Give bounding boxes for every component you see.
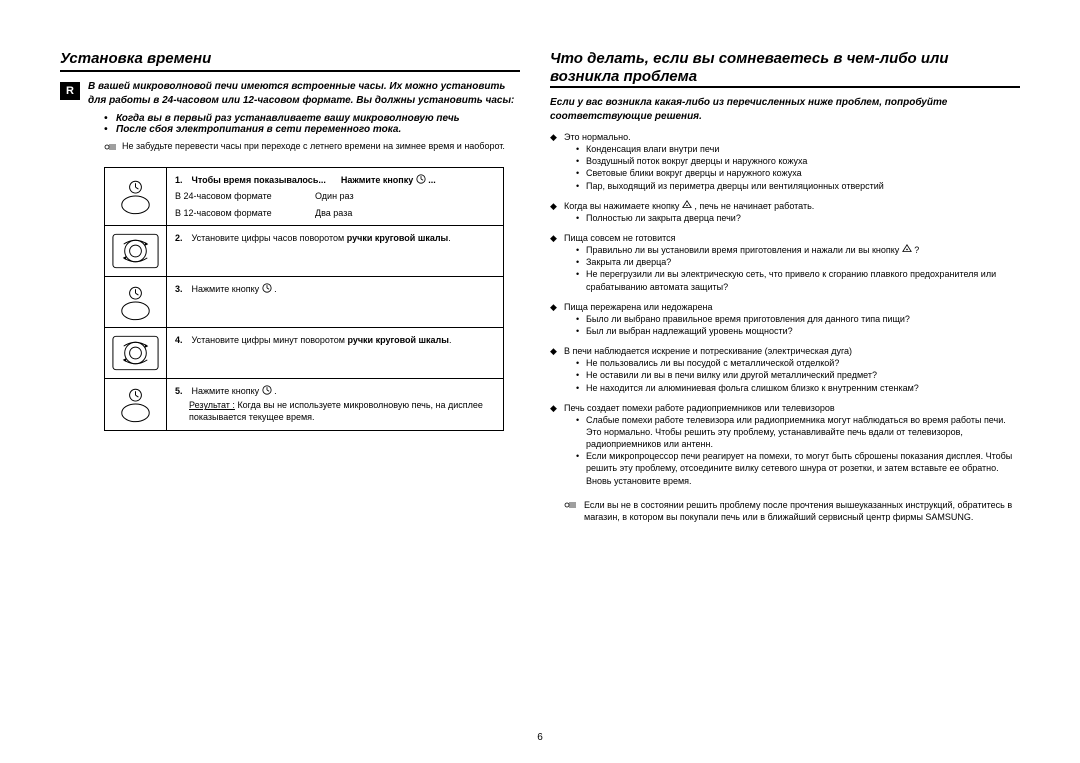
- left-bullets: •Когда вы в первый раз устанавливаете ва…: [104, 113, 520, 135]
- section-item: •Не оставили ли вы в печи вилку или друг…: [576, 369, 1020, 381]
- step-2-thumb: [105, 226, 167, 276]
- start-icon: [902, 245, 912, 255]
- section: ◆Когда вы нажимаете кнопку , печь не нач…: [550, 200, 1020, 224]
- section: ◆Печь создает помехи работе радиоприемни…: [550, 402, 1020, 487]
- section-head: Пища совсем не готовится: [564, 232, 676, 244]
- section-head: В печи наблюдается искрение и потрескива…: [564, 345, 852, 357]
- language-tab: R: [60, 82, 80, 100]
- left-intro: В вашей микроволновой печи имеются встро…: [88, 80, 520, 107]
- section-item: •Полностью ли закрыта дверца печи?: [576, 212, 1020, 224]
- right-title: Что делать, если вы сомневаетесь в чем-л…: [550, 50, 1020, 88]
- step-3-thumb: [105, 277, 167, 327]
- manual-page: Установка времени R В вашей микроволново…: [0, 0, 1080, 763]
- left-note-text: Не забудьте перевести часы при переходе …: [122, 141, 505, 157]
- note-icon: [104, 141, 122, 157]
- right-column: Что делать, если вы сомневаетесь в чем-л…: [550, 50, 1020, 710]
- section-item: •Не перегрузили ли вы электрическую сеть…: [576, 268, 1020, 292]
- section-item: •Не находится ли алюминиевая фольга слиш…: [576, 382, 1020, 394]
- section-item: •Закрыта ли дверца?: [576, 256, 1020, 268]
- section-head: Когда вы нажимаете кнопку , печь не начи…: [564, 200, 814, 212]
- section-item: •Воздушный поток вокруг дверцы и наружно…: [576, 155, 1020, 167]
- step-1: 1. Чтобы время показывалось... Нажмите к…: [105, 168, 503, 226]
- step-4: 4. Установите цифры минут поворотом ручк…: [105, 328, 503, 379]
- page-number: 6: [0, 732, 1080, 743]
- clock-icon: [262, 283, 272, 295]
- section: ◆Пища совсем не готовится•Правильно ли в…: [550, 232, 1020, 293]
- troubleshoot-sections: ◆Это нормально.•Конденсация влаги внутри…: [550, 131, 1020, 487]
- step-2: 2. Установите цифры часов поворотом ручк…: [105, 226, 503, 277]
- step-5: 5. Нажмите кнопку . Результат : Когда вы…: [105, 379, 503, 430]
- footnote: Если вы не в состоянии решить проблему п…: [564, 499, 1020, 523]
- section-item: •Конденсация влаги внутри печи: [576, 143, 1020, 155]
- section-item: •Не пользовались ли вы посудой с металли…: [576, 357, 1020, 369]
- section: ◆Это нормально.•Конденсация влаги внутри…: [550, 131, 1020, 192]
- section-head: Печь создает помехи работе радиоприемник…: [564, 402, 835, 414]
- section: ◆Пища пережарена или недожарена•Было ли …: [550, 301, 1020, 337]
- footnote-text: Если вы не в состоянии решить проблему п…: [584, 499, 1020, 523]
- section-item: •Если микропроцессор печи реагирует на п…: [576, 450, 1020, 486]
- step-4-thumb: [105, 328, 167, 378]
- step-5-thumb: [105, 379, 167, 430]
- left-bullet-1: После сбоя электропитания в сети перемен…: [116, 124, 401, 135]
- clock-icon: [416, 174, 426, 186]
- start-icon: [682, 201, 692, 211]
- section-head: Пища пережарена или недожарена: [564, 301, 712, 313]
- section-item: •Слабые помехи работе телевизора или рад…: [576, 414, 1020, 450]
- section-head: Это нормально.: [564, 131, 631, 143]
- section: ◆В печи наблюдается искрение и потрескив…: [550, 345, 1020, 394]
- left-column: Установка времени R В вашей микроволново…: [60, 50, 520, 710]
- section-item: •Был ли выбран надлежащий уровень мощнос…: [576, 325, 1020, 337]
- left-title: Установка времени: [60, 50, 520, 72]
- step-3: 3. Нажмите кнопку .: [105, 277, 503, 328]
- section-item: •Правильно ли вы установили время пригот…: [576, 244, 1020, 256]
- section-item: •Световые блики вокруг дверцы и наружног…: [576, 167, 1020, 179]
- note-icon: [564, 499, 584, 523]
- right-intro: Если у вас возникла какая-либо из перечи…: [550, 96, 1020, 123]
- left-note: Не забудьте перевести часы при переходе …: [104, 141, 520, 157]
- clock-icon: [262, 385, 272, 397]
- step-1-thumb: [105, 168, 167, 225]
- section-item: •Пар, выходящий из периметра дверцы или …: [576, 180, 1020, 192]
- intro-row: R В вашей микроволновой печи имеются вст…: [60, 80, 520, 113]
- section-item: •Было ли выбрано правильное время пригот…: [576, 313, 1020, 325]
- left-bullet-0: Когда вы в первый раз устанавливаете ваш…: [116, 113, 460, 124]
- steps-table: 1. Чтобы время показывалось... Нажмите к…: [104, 167, 504, 431]
